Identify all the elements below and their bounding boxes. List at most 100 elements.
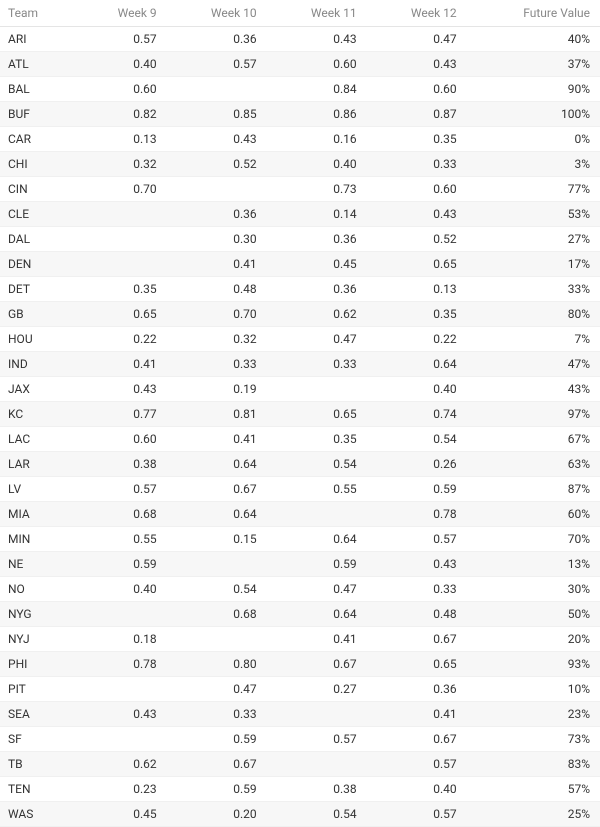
- cell-week: 0.47: [267, 327, 367, 352]
- cell-week: 0.67: [167, 477, 267, 502]
- cell-team: KC: [0, 402, 67, 427]
- cell-team: CIN: [0, 177, 67, 202]
- table-row: CIN0.700.730.6077%: [0, 177, 600, 202]
- cell-week: 0.67: [267, 652, 367, 677]
- cell-week: 0.40: [267, 152, 367, 177]
- cell-week: 0.82: [67, 102, 167, 127]
- cell-week: 0.67: [167, 752, 267, 777]
- cell-week: 0.64: [167, 502, 267, 527]
- cell-future: 53%: [467, 202, 600, 227]
- cell-week: 0.65: [267, 402, 367, 427]
- cell-week: 0.55: [67, 527, 167, 552]
- cell-team: BAL: [0, 77, 67, 102]
- table-row: NYG0.680.640.4850%: [0, 602, 600, 627]
- cell-team: LAC: [0, 427, 67, 452]
- cell-week: 0.60: [67, 77, 167, 102]
- cell-week: 0.54: [267, 452, 367, 477]
- table-row: GB0.650.700.620.3580%: [0, 302, 600, 327]
- cell-week: 0.33: [167, 702, 267, 727]
- cell-team: NYG: [0, 602, 67, 627]
- cell-week: 0.74: [367, 402, 467, 427]
- cell-week: 0.73: [267, 177, 367, 202]
- cell-week: 0.70: [167, 302, 267, 327]
- table-row: TEN0.230.590.380.4057%: [0, 777, 600, 802]
- cell-future: 97%: [467, 402, 600, 427]
- cell-week: 0.80: [167, 652, 267, 677]
- cell-week: 0.36: [167, 202, 267, 227]
- cell-week: 0.59: [267, 552, 367, 577]
- cell-week: [67, 677, 167, 702]
- cell-week: 0.65: [367, 252, 467, 277]
- cell-week: 0.57: [367, 752, 467, 777]
- cell-week: 0.38: [267, 777, 367, 802]
- cell-week: 0.77: [67, 402, 167, 427]
- cell-week: 0.67: [367, 727, 467, 752]
- cell-week: 0.47: [167, 677, 267, 702]
- cell-week: 0.60: [67, 427, 167, 452]
- table-row: NE0.590.590.4313%: [0, 552, 600, 577]
- cell-future: 0%: [467, 127, 600, 152]
- cell-week: [167, 552, 267, 577]
- cell-future: 7%: [467, 327, 600, 352]
- cell-week: 0.57: [167, 52, 267, 77]
- cell-future: 17%: [467, 252, 600, 277]
- cell-week: 0.78: [67, 652, 167, 677]
- cell-future: 60%: [467, 502, 600, 527]
- cell-week: 0.40: [367, 377, 467, 402]
- cell-week: 0.59: [367, 477, 467, 502]
- cell-week: 0.68: [167, 602, 267, 627]
- table-row: JAX0.430.190.4043%: [0, 377, 600, 402]
- cell-week: 0.59: [67, 552, 167, 577]
- cell-week: 0.43: [67, 702, 167, 727]
- table-row: NYJ0.180.410.6720%: [0, 627, 600, 652]
- cell-future: 80%: [467, 302, 600, 327]
- cell-week: [267, 702, 367, 727]
- cell-week: [267, 502, 367, 527]
- cell-team: MIA: [0, 502, 67, 527]
- table-row: DEN0.410.450.6517%: [0, 252, 600, 277]
- table-row: ARI0.570.360.430.4740%: [0, 27, 600, 52]
- cell-team: PIT: [0, 677, 67, 702]
- cell-future: 63%: [467, 452, 600, 477]
- table-row: WAS0.450.200.540.5725%: [0, 802, 600, 827]
- cell-week: 0.57: [367, 527, 467, 552]
- cell-week: 0.41: [267, 627, 367, 652]
- cell-team: NE: [0, 552, 67, 577]
- cell-team: NYJ: [0, 627, 67, 652]
- cell-future: 83%: [467, 752, 600, 777]
- cell-week: 0.60: [267, 52, 367, 77]
- cell-future: 77%: [467, 177, 600, 202]
- table-row: MIA0.680.640.7860%: [0, 502, 600, 527]
- cell-future: 20%: [467, 627, 600, 652]
- cell-week: 0.40: [367, 777, 467, 802]
- cell-future: 27%: [467, 227, 600, 252]
- cell-week: [67, 602, 167, 627]
- cell-week: 0.41: [167, 252, 267, 277]
- table-row: LAR0.380.640.540.2663%: [0, 452, 600, 477]
- table-row: PIT0.470.270.3610%: [0, 677, 600, 702]
- cell-future: 10%: [467, 677, 600, 702]
- cell-week: 0.57: [67, 477, 167, 502]
- cell-week: 0.43: [367, 52, 467, 77]
- cell-week: 0.65: [67, 302, 167, 327]
- cell-week: 0.41: [67, 352, 167, 377]
- cell-future: 37%: [467, 52, 600, 77]
- cell-week: 0.57: [67, 27, 167, 52]
- header-team: Team: [0, 0, 67, 27]
- cell-team: PHI: [0, 652, 67, 677]
- table-row: HOU0.220.320.470.227%: [0, 327, 600, 352]
- cell-week: 0.62: [267, 302, 367, 327]
- cell-week: 0.47: [367, 27, 467, 52]
- cell-week: 0.14: [267, 202, 367, 227]
- cell-team: SEA: [0, 702, 67, 727]
- cell-team: SF: [0, 727, 67, 752]
- cell-week: 0.68: [67, 502, 167, 527]
- header-week11: Week 11: [267, 0, 367, 27]
- table-row: TB0.620.670.5783%: [0, 752, 600, 777]
- cell-week: 0.48: [167, 277, 267, 302]
- cell-week: 0.62: [67, 752, 167, 777]
- table-row: MIN0.550.150.640.5770%: [0, 527, 600, 552]
- cell-week: 0.15: [167, 527, 267, 552]
- cell-week: 0.40: [67, 577, 167, 602]
- cell-week: 0.35: [267, 427, 367, 452]
